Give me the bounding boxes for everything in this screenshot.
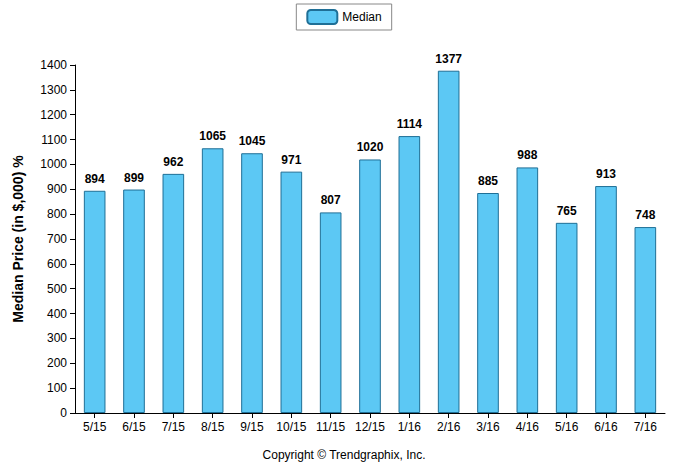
svg-text:1045: 1045: [239, 134, 266, 148]
svg-text:400: 400: [47, 307, 67, 321]
svg-text:1200: 1200: [40, 108, 67, 122]
svg-text:1065: 1065: [199, 129, 226, 143]
svg-text:Median: Median: [342, 10, 381, 24]
svg-text:700: 700: [47, 232, 67, 246]
svg-text:1300: 1300: [40, 83, 67, 97]
svg-text:1377: 1377: [435, 52, 462, 66]
svg-text:2/16: 2/16: [437, 420, 461, 434]
svg-text:3/16: 3/16: [476, 420, 500, 434]
svg-text:807: 807: [321, 193, 341, 207]
svg-text:12/15: 12/15: [355, 420, 385, 434]
svg-text:Median Price (in $,000) %: Median Price (in $,000) %: [10, 155, 26, 323]
svg-text:10/15: 10/15: [276, 420, 306, 434]
svg-text:5/15: 5/15: [83, 420, 107, 434]
svg-text:7/15: 7/15: [162, 420, 186, 434]
svg-text:7/16: 7/16: [634, 420, 658, 434]
svg-text:1/16: 1/16: [398, 420, 422, 434]
svg-text:100: 100: [47, 381, 67, 395]
svg-text:800: 800: [47, 207, 67, 221]
svg-text:900: 900: [47, 182, 67, 196]
svg-text:6/15: 6/15: [122, 420, 146, 434]
svg-text:962: 962: [163, 155, 183, 169]
svg-text:913: 913: [596, 167, 616, 181]
svg-text:899: 899: [124, 171, 144, 185]
svg-text:1400: 1400: [40, 58, 67, 72]
svg-text:300: 300: [47, 331, 67, 345]
svg-text:765: 765: [557, 204, 577, 218]
svg-text:6/16: 6/16: [594, 420, 618, 434]
svg-text:9/15: 9/15: [240, 420, 264, 434]
svg-text:8/15: 8/15: [201, 420, 225, 434]
svg-text:1020: 1020: [357, 140, 384, 154]
svg-text:4/16: 4/16: [516, 420, 540, 434]
svg-text:1114: 1114: [397, 117, 423, 131]
svg-text:600: 600: [47, 257, 67, 271]
svg-text:5/16: 5/16: [555, 420, 579, 434]
svg-text:Copyright © Trendgraphix, Inc.: Copyright © Trendgraphix, Inc.: [263, 448, 426, 462]
svg-text:988: 988: [517, 148, 537, 162]
svg-text:0: 0: [60, 406, 67, 420]
svg-text:885: 885: [478, 174, 498, 188]
svg-text:1000: 1000: [40, 157, 67, 171]
svg-text:500: 500: [47, 282, 67, 296]
svg-text:748: 748: [635, 208, 655, 222]
svg-text:1100: 1100: [41, 133, 67, 147]
svg-text:971: 971: [281, 153, 301, 167]
svg-text:200: 200: [47, 356, 67, 370]
svg-text:11/15: 11/15: [316, 420, 345, 434]
svg-text:894: 894: [85, 172, 105, 186]
